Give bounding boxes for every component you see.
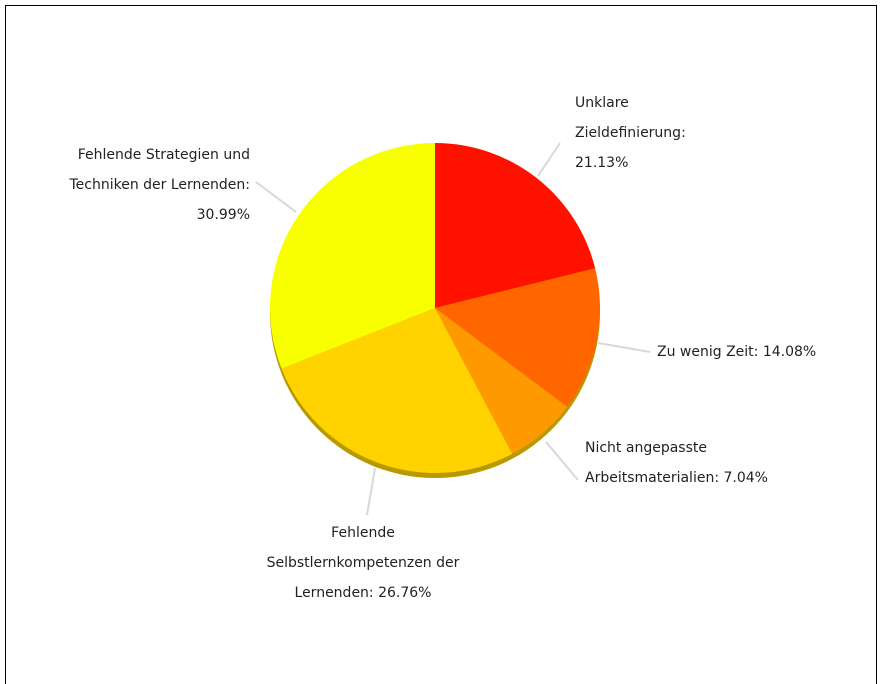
slices xyxy=(270,143,600,473)
leader-lines xyxy=(255,142,651,516)
slice-label: Nicht angepasste Arbeitsmaterialien: 7.0… xyxy=(585,440,768,486)
frame xyxy=(5,5,877,684)
slice xyxy=(270,143,435,369)
slice-label: Fehlende Strategien und Techniken der Le… xyxy=(69,147,251,223)
slice-label: Unklare Zieldefinierung: 21.13% xyxy=(575,95,686,171)
slice-label: Fehlende Selbstlernkompetenzen der Lerne… xyxy=(266,525,460,601)
slice xyxy=(435,143,596,308)
slice xyxy=(435,268,600,407)
slice xyxy=(281,308,513,473)
slice-label: Zu wenig Zeit: 14.08% xyxy=(657,344,817,360)
slice xyxy=(435,308,568,454)
